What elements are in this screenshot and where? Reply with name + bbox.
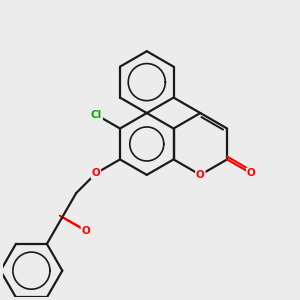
Text: O: O [92,168,100,178]
Text: O: O [247,168,256,178]
Text: O: O [82,226,90,236]
Text: O: O [196,170,205,180]
Text: Cl: Cl [91,110,102,120]
